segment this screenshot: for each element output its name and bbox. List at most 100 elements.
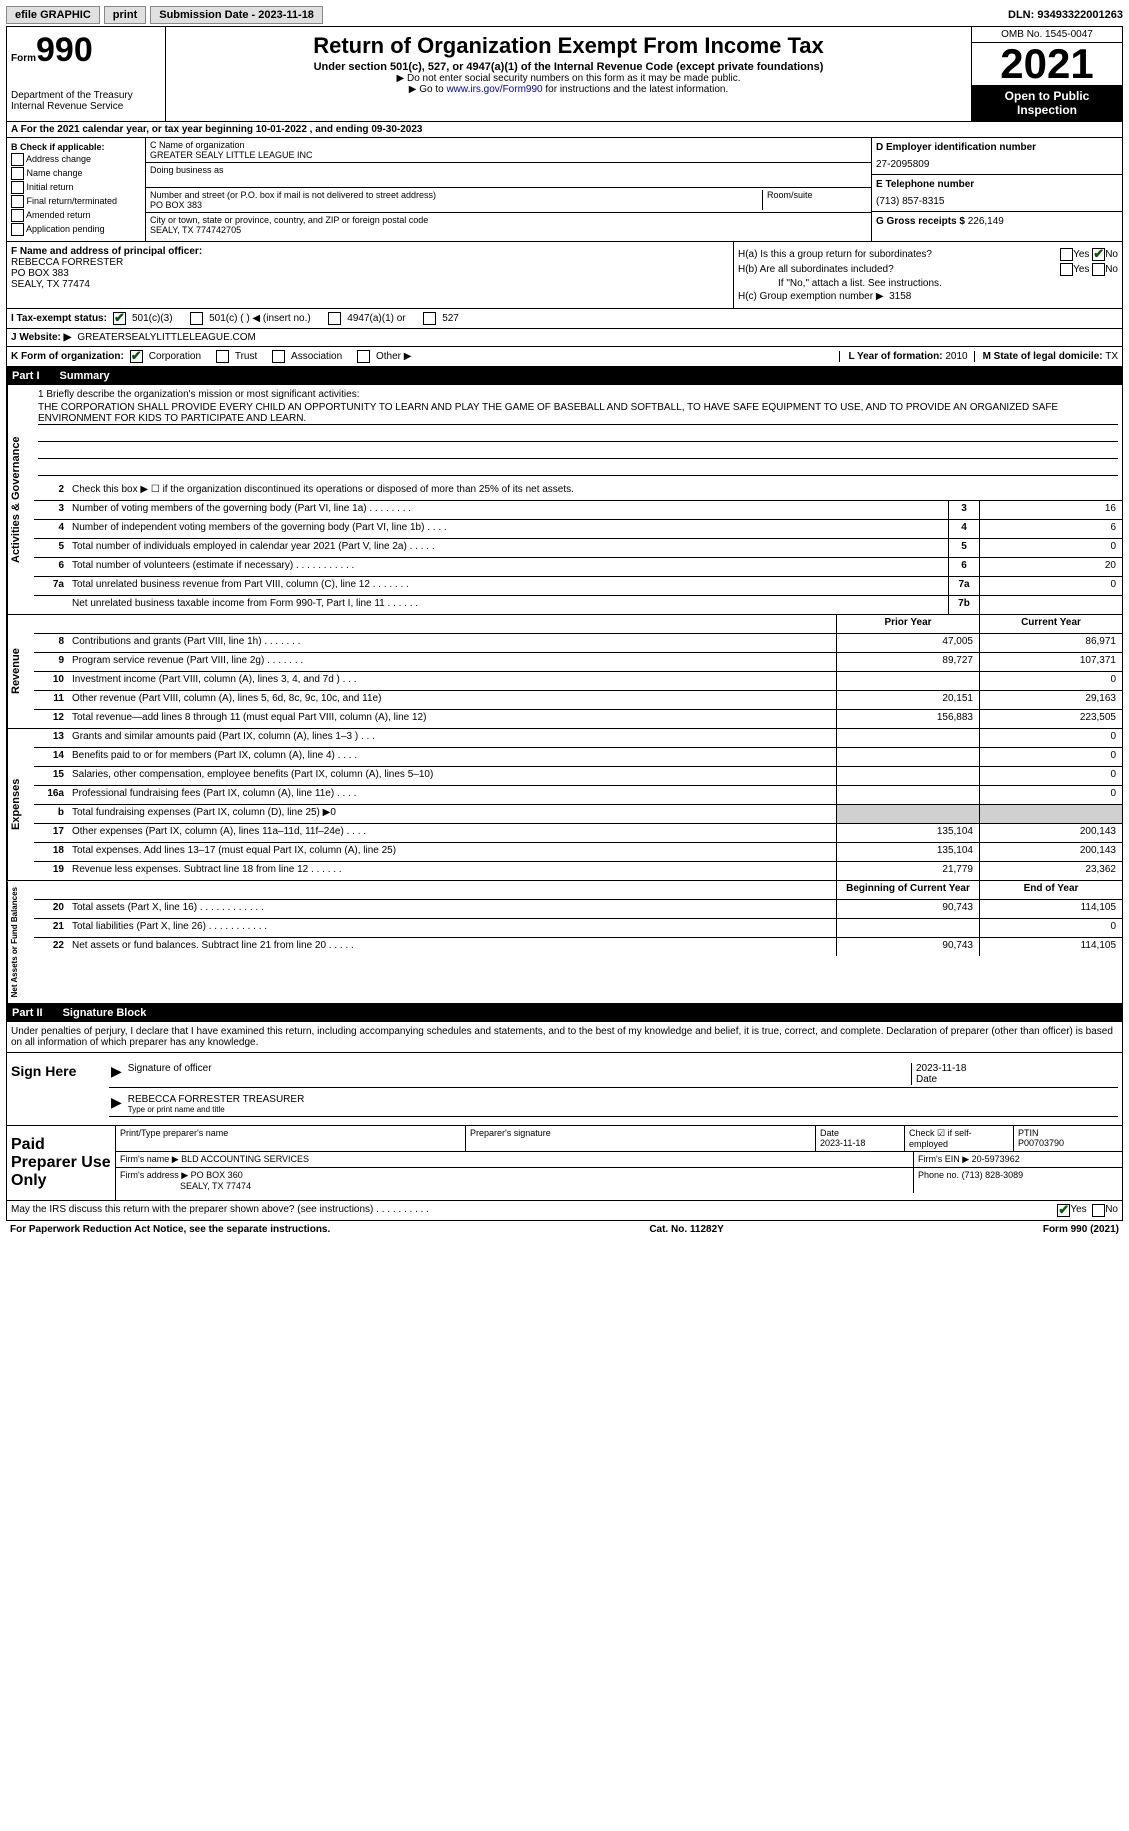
discuss-yes[interactable] [1057, 1204, 1070, 1217]
officer-addr2: SEALY, TX 77474 [11, 279, 729, 290]
dln-label: DLN: 93493322001263 [1008, 9, 1123, 21]
irs-link[interactable]: www.irs.gov/Form990 [446, 84, 542, 95]
block-b-to-g: B Check if applicable: Address change Na… [6, 138, 1123, 242]
check-other[interactable] [357, 350, 370, 363]
hc-value: 3158 [889, 291, 911, 302]
form-header: Form990 Department of the Treasury Inter… [6, 27, 1123, 122]
vtab-expenses: Expenses [7, 729, 34, 880]
addr-label: Number and street (or P.O. box if mail i… [150, 190, 758, 200]
line2-text: Check this box ▶ ☐ if the organization d… [68, 482, 1122, 500]
city-label: City or town, state or province, country… [150, 215, 867, 225]
row-i-tax-status: I Tax-exempt status: 501(c)(3) 501(c) ( … [6, 309, 1123, 329]
form-subtitle: Under section 501(c), 527, or 4947(a)(1)… [170, 61, 967, 73]
table-row: 4Number of independent voting members of… [34, 520, 1122, 539]
note-ssn: ▶ Do not enter social security numbers o… [170, 73, 967, 84]
table-row: 10Investment income (Part VIII, column (… [34, 672, 1122, 691]
discuss-no[interactable] [1092, 1204, 1105, 1217]
hb-label: H(b) Are all subordinates included? [738, 264, 1060, 275]
part1-header: Part I Summary [6, 367, 1123, 385]
netassets-section: Net Assets or Fund Balances Beginning of… [6, 881, 1123, 1004]
check-501c3[interactable] [113, 312, 126, 325]
vtab-netassets: Net Assets or Fund Balances [7, 881, 34, 1003]
mission-label: 1 Briefly describe the organization's mi… [38, 389, 1118, 400]
efile-graphic-label: efile GRAPHIC [6, 6, 100, 24]
hb-no[interactable] [1092, 263, 1105, 276]
governance-section: Activities & Governance 1 Briefly descri… [6, 385, 1123, 615]
check-501c[interactable] [190, 312, 203, 325]
form-title: Return of Organization Exempt From Incom… [170, 33, 967, 59]
ha-no[interactable] [1092, 248, 1105, 261]
paid-preparer-label: Paid Preparer Use Only [7, 1126, 116, 1200]
sig-officer-label: Signature of officer [128, 1063, 911, 1085]
ein-label: D Employer identification number [876, 142, 1118, 153]
room-label: Room/suite [763, 190, 867, 210]
sign-here-label: Sign Here [7, 1053, 105, 1125]
irs-discuss-row: May the IRS discuss this return with the… [6, 1201, 1123, 1221]
note-link: ▶ Go to www.irs.gov/Form990 for instruct… [170, 84, 967, 95]
check-trust[interactable] [216, 350, 229, 363]
table-row: 16aProfessional fundraising fees (Part I… [34, 786, 1122, 805]
irs-label: Internal Revenue Service [11, 101, 161, 112]
officer-name: REBECCA FORRESTER [11, 257, 729, 268]
form-number: Form990 [11, 31, 161, 70]
table-row: 9Program service revenue (Part VIII, lin… [34, 653, 1122, 672]
ha-label: H(a) Is this a group return for subordin… [738, 249, 1060, 260]
table-row: 15Salaries, other compensation, employee… [34, 767, 1122, 786]
submission-date: Submission Date - 2023-11-18 [150, 6, 323, 24]
check-address-change[interactable]: Address change [11, 153, 141, 166]
revenue-section: Revenue Prior Year Current Year 8Contrib… [6, 615, 1123, 729]
check-app-pending[interactable]: Application pending [11, 223, 141, 236]
top-bar: efile GRAPHIC print Submission Date - 20… [6, 6, 1123, 27]
org-name-label: C Name of organization [150, 140, 867, 150]
table-row: 19Revenue less expenses. Subtract line 1… [34, 862, 1122, 880]
table-row: 22Net assets or fund balances. Subtract … [34, 938, 1122, 956]
table-row: 17Other expenses (Part IX, column (A), l… [34, 824, 1122, 843]
table-row: bTotal fundraising expenses (Part IX, co… [34, 805, 1122, 824]
hb-yes[interactable] [1060, 263, 1073, 276]
gross-value: 226,149 [968, 216, 1004, 227]
check-527[interactable] [423, 312, 436, 325]
check-corp[interactable] [130, 350, 143, 363]
check-final-return[interactable]: Final return/terminated [11, 195, 141, 208]
block-f-h: F Name and address of principal officer:… [6, 242, 1123, 309]
check-assoc[interactable] [272, 350, 285, 363]
mission-text: THE CORPORATION SHALL PROVIDE EVERY CHIL… [38, 402, 1118, 425]
table-row: 3Number of voting members of the governi… [34, 501, 1122, 520]
col-b-title: B Check if applicable: [11, 142, 141, 152]
website-value: GREATERSEALYLITTLELEAGUE.COM [77, 332, 256, 343]
table-row: 13Grants and similar amounts paid (Part … [34, 729, 1122, 748]
vtab-governance: Activities & Governance [7, 385, 34, 614]
ein-value: 27-2095809 [876, 159, 1118, 170]
table-row: 12Total revenue—add lines 8 through 11 (… [34, 710, 1122, 728]
vtab-revenue: Revenue [7, 615, 34, 728]
table-row: 5Total number of individuals employed in… [34, 539, 1122, 558]
check-initial-return[interactable]: Initial return [11, 181, 141, 194]
expenses-section: Expenses 13Grants and similar amounts pa… [6, 729, 1123, 881]
table-row: 21Total liabilities (Part X, line 26) . … [34, 919, 1122, 938]
phone-label: E Telephone number [876, 179, 1118, 190]
table-row: 18Total expenses. Add lines 13–17 (must … [34, 843, 1122, 862]
signature-block: Under penalties of perjury, I declare th… [6, 1022, 1123, 1201]
org-name: GREATER SEALY LITTLE LEAGUE INC [150, 150, 867, 160]
check-4947[interactable] [328, 312, 341, 325]
dba-label: Doing business as [150, 165, 867, 175]
gross-label: G Gross receipts $ [876, 216, 965, 227]
city-value: SEALY, TX 774742705 [150, 225, 867, 235]
table-row: 6Total number of volunteers (estimate if… [34, 558, 1122, 577]
table-row: 11Other revenue (Part VIII, column (A), … [34, 691, 1122, 710]
row-j-website: J Website: ▶ GREATERSEALYLITTLELEAGUE.CO… [6, 329, 1123, 347]
table-row: 7aTotal unrelated business revenue from … [34, 577, 1122, 596]
print-button[interactable]: print [104, 6, 146, 24]
row-a-tax-year: A For the 2021 calendar year, or tax yea… [6, 122, 1123, 138]
officer-label: F Name and address of principal officer: [11, 246, 729, 257]
phone-value: (713) 857-8315 [876, 196, 1118, 207]
check-name-change[interactable]: Name change [11, 167, 141, 180]
check-amended[interactable]: Amended return [11, 209, 141, 222]
tax-year: 2021 [972, 43, 1122, 85]
ha-yes[interactable] [1060, 248, 1073, 261]
hb-note: If "No," attach a list. See instructions… [778, 278, 1118, 289]
dept-label: Department of the Treasury [11, 90, 161, 101]
open-public-badge: Open to Public Inspection [972, 85, 1122, 121]
table-row: Net unrelated business taxable income fr… [34, 596, 1122, 614]
table-row: 8Contributions and grants (Part VIII, li… [34, 634, 1122, 653]
